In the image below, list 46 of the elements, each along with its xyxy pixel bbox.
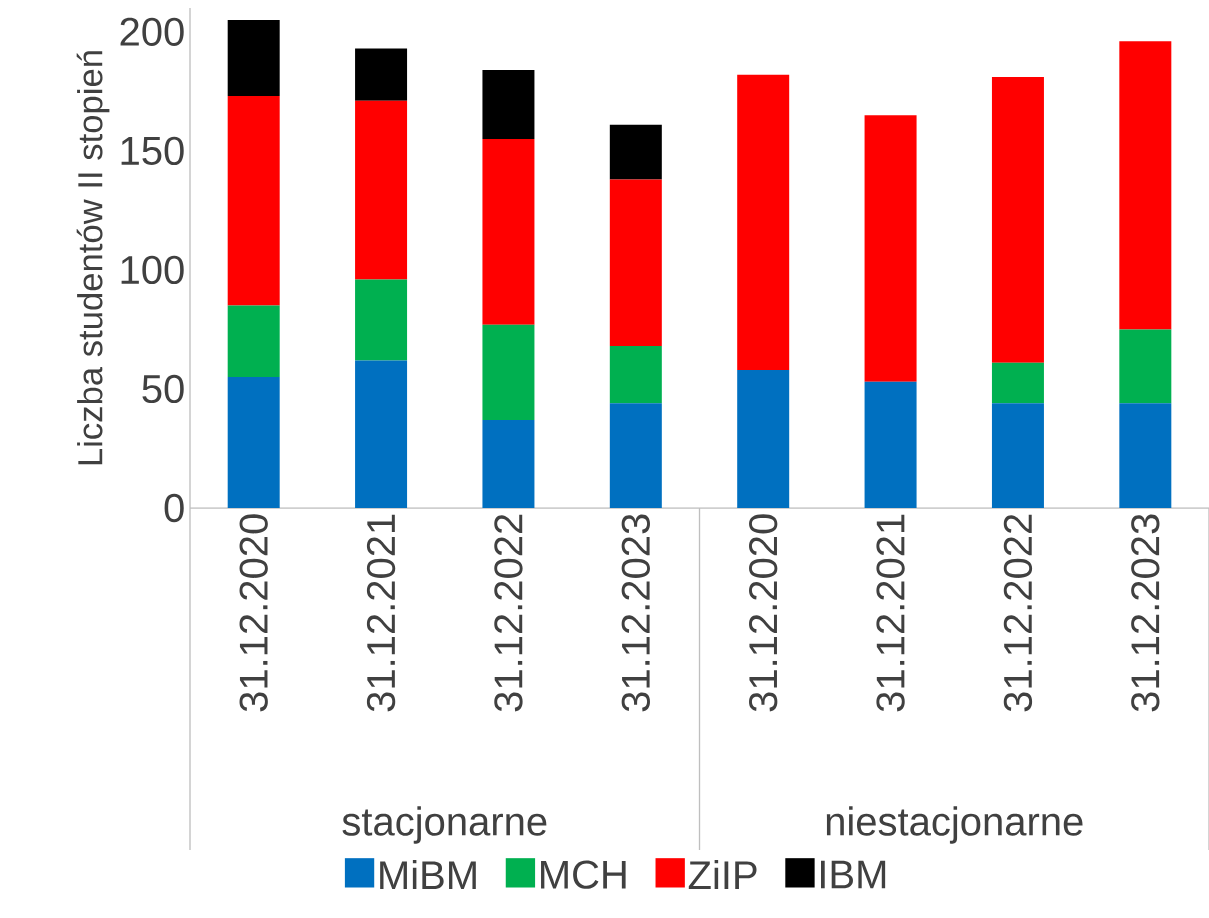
x-tick-label: 31.12.2023: [621, 514, 650, 712]
bar: [355, 48, 408, 101]
bar: [227, 377, 280, 508]
bar: [609, 124, 662, 180]
y-tick-label: 100: [121, 255, 184, 285]
bar: [991, 403, 1044, 508]
bar: [227, 19, 280, 97]
x-tick-label: 31.12.2020: [749, 514, 778, 712]
bar: [355, 360, 408, 508]
bar: [991, 362, 1044, 404]
legend-label: MCH: [541, 860, 626, 889]
y-axis-title: Liczba studentów II stopień: [76, 51, 110, 465]
bar: [355, 279, 408, 361]
bar: [737, 369, 790, 508]
legend-label: MiBM: [380, 860, 476, 889]
bar: [482, 69, 535, 139]
y-tick-label: 50: [142, 374, 184, 404]
bar: [609, 403, 662, 508]
legend-label: IBM: [821, 860, 886, 889]
bar: [482, 324, 535, 420]
y-tick-label: 200: [120, 17, 184, 46]
text: stacjonarne: [342, 806, 547, 844]
bar: [609, 179, 662, 347]
x-tick-label: 31.12.2023: [1131, 514, 1160, 712]
bar: [1119, 329, 1172, 404]
bar: [227, 305, 280, 378]
x-tick-label: 31.12.2021: [366, 514, 396, 712]
bar: [355, 100, 408, 280]
bar: [482, 419, 535, 508]
x-tick-label: 31.12.2020: [239, 514, 268, 712]
bar: [1119, 41, 1172, 330]
legend-label: ZiIP: [688, 860, 757, 889]
x-tick-label: 31.12.2022: [1003, 514, 1033, 712]
bar: [991, 77, 1044, 363]
x-tick-label: 31.12.2022: [494, 514, 523, 712]
x-tick-label: 31.12.2021: [876, 514, 905, 712]
text: niestacjonarne: [826, 806, 1083, 844]
bar: [609, 346, 662, 404]
bar: [864, 115, 917, 382]
y-tick-label: 0: [164, 493, 184, 523]
bar: [864, 381, 917, 508]
bar: [1119, 403, 1172, 508]
y-tick-label: 150: [121, 136, 184, 166]
bar: [482, 138, 535, 325]
bar: [227, 96, 280, 306]
bar: [737, 74, 790, 370]
